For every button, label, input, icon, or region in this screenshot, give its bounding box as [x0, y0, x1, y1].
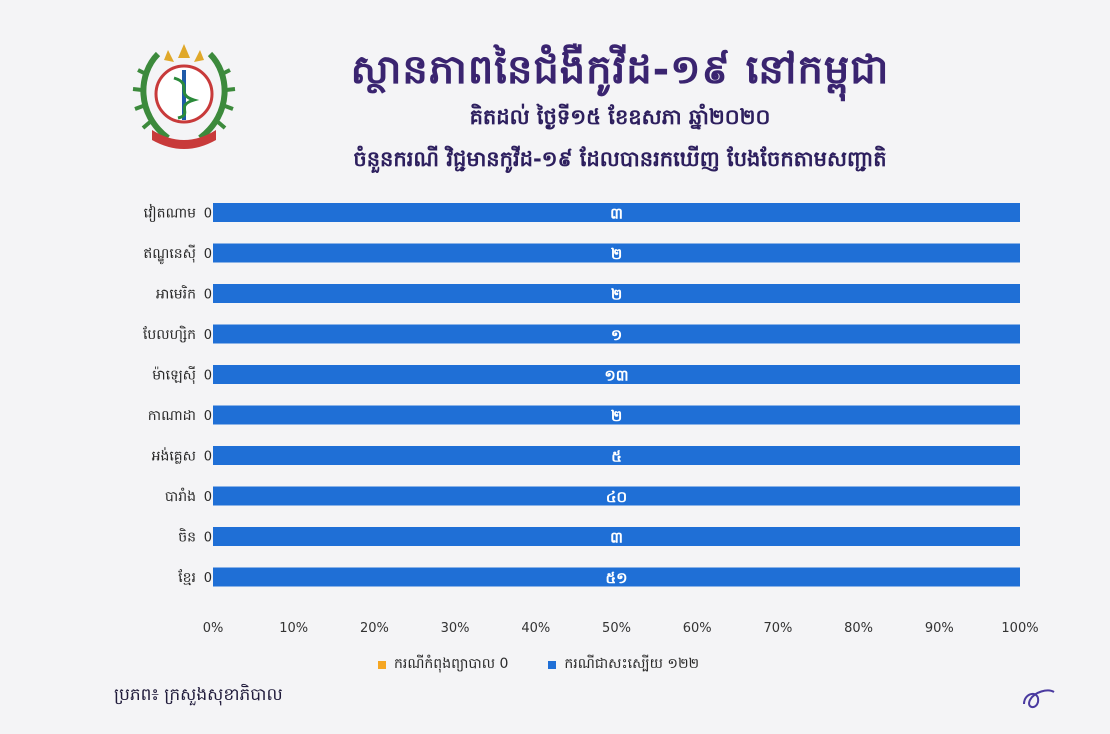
x-tick-label: 20% [360, 621, 389, 636]
sun-rays-icon [164, 44, 204, 62]
x-tick-label: 0% [203, 621, 224, 636]
treating-value-label: 0 [204, 490, 212, 505]
category-label: ខ្មែរ [178, 569, 196, 586]
bar-recovered [213, 567, 1020, 587]
bar-recovered [213, 324, 1020, 344]
bar-recovered [213, 527, 1020, 546]
ribbon-icon [152, 130, 216, 149]
treating-value-label: 0 [204, 247, 212, 262]
bar-recovered [213, 203, 1020, 222]
bar-recovered [213, 243, 1020, 263]
page-title: ស្ថានភាពនៃជំងឺកូវីដ-១៩ នៅកម្ពុជា [350, 47, 890, 93]
caduceus-icon [173, 70, 200, 120]
x-tick-label: 30% [441, 621, 470, 636]
bar-recovered [213, 405, 1020, 425]
recovered-value-label: ១៣ [604, 367, 628, 385]
category-label: ចិន [178, 528, 196, 546]
legend-swatch-recovered [548, 660, 557, 669]
recovered-value-label: ៥ [611, 448, 622, 466]
legend-item-recovered: ករណីជាសះស្បើយ ១២២ [548, 654, 699, 675]
recovered-value-label: ១ [611, 326, 622, 344]
category-label: កាណាដា [148, 408, 196, 424]
bar-recovered [213, 446, 1020, 465]
treating-value-label: 0 [204, 369, 212, 384]
treating-value-label: 0 [204, 207, 212, 222]
x-tick-label: 80% [844, 621, 873, 636]
signature-mark [1023, 689, 1055, 708]
recovered-value-label: ៣ [610, 529, 623, 547]
date-subtitle: គិតដល់ ថ្ងៃទី១៥ ខែឧសភា ឆ្នាំ២០២០ [469, 105, 771, 129]
legend-label-treating: ករណីកំពុងព្យាបាល 0 [394, 656, 509, 672]
x-tick-label: 90% [925, 621, 954, 636]
treating-value-label: 0 [204, 328, 212, 343]
x-tick-label: 10% [279, 621, 308, 636]
legend-label-recovered: ករណីជាសះស្បើយ ១២២ [564, 656, 700, 672]
laurel-wreath-icon [132, 51, 236, 141]
x-tick-label: 60% [683, 621, 712, 636]
recovered-value-label: ២ [611, 245, 622, 263]
bar-recovered [213, 365, 1020, 384]
category-label: វៀតណាម [144, 204, 196, 223]
x-tick-label: 40% [521, 621, 550, 636]
treating-value-label: 0 [204, 571, 212, 586]
treating-value-label: 0 [204, 450, 212, 465]
bar-recovered [213, 486, 1020, 506]
bar-recovered [213, 284, 1020, 303]
legend-item-treating: ករណីកំពុងព្យាបាល 0 [378, 654, 508, 675]
ministry-logo [132, 44, 236, 149]
legend-swatch-treating [378, 660, 386, 669]
treating-value-label: 0 [204, 409, 212, 424]
recovered-value-label: ៤០ [606, 488, 627, 506]
recovered-value-label: ២ [611, 286, 622, 304]
category-label: បែលហ្សិក [143, 325, 196, 343]
category-label: អាមេរិក [156, 285, 196, 303]
x-tick-label: 100% [1001, 621, 1038, 636]
chart-subtitle: ចំនួនករណី វិជ្ជមានកូវីដ-១៩ ដែលបានរកឃើញ ប… [353, 147, 887, 171]
chart-legend: ករណីកំពុងព្យាបាល 0 ករណីជាសះស្បើយ ១២២ [378, 654, 699, 675]
x-tick-label: 70% [763, 621, 792, 636]
recovered-value-label: ២ [611, 407, 622, 425]
category-label: បារាំង [165, 487, 196, 505]
x-tick-label: 50% [602, 621, 631, 636]
category-label: ម៉ាឡេស៊ី [152, 366, 196, 385]
treating-value-label: 0 [204, 288, 212, 303]
category-label: ឥណ្ឌូនេស៊ី [143, 244, 196, 265]
recovered-value-label: ៣ [610, 205, 623, 223]
recovered-value-label: ៥១ [606, 569, 628, 587]
treating-value-label: 0 [204, 531, 212, 546]
category-label: អង់គ្លេស [152, 447, 196, 465]
source-note: ប្រភព៖ ក្រសួងសុខាភិបាល [114, 685, 283, 705]
